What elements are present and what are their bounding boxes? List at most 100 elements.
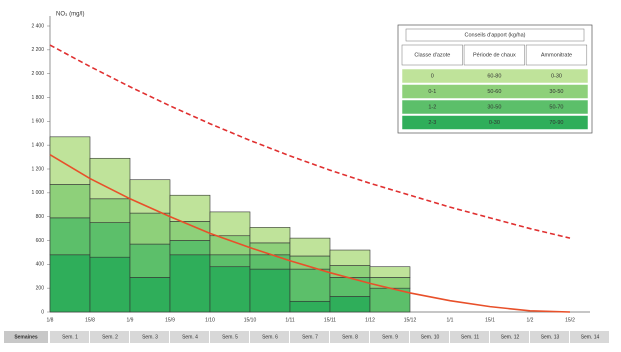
footer-cell [90,331,129,343]
bar-segment [369,277,411,289]
x-tick-label: 1/12 [365,317,375,323]
x-tick-label: 15/1 [485,317,495,323]
bar-segment [209,254,251,268]
table-cell: 0-30 [489,120,500,126]
footer-cell [250,331,289,343]
table-cell: 50-60 [487,89,501,95]
footer-cell [170,331,209,343]
bar-segment [249,268,291,313]
bar-segment [209,211,251,237]
bar-segment [289,268,331,302]
bar-segment [89,157,131,200]
table-header: Classe d'azote [414,52,450,58]
x-tick-label: 1/1 [447,317,454,323]
bar-segment [49,254,91,313]
table-header-cell [525,44,588,66]
bar-segment [289,300,331,313]
footer-cell-label: Sem. 6 [262,334,278,340]
bar-segment [89,222,131,258]
bar-segment [329,296,371,313]
footer-cell [290,331,329,343]
x-tick-label: 15/2 [565,317,575,323]
bar-segment [49,217,91,256]
table-cell: 70-90 [549,120,563,126]
table-cell: 0-30 [551,73,562,79]
y-tick-label: 400 [36,262,45,268]
bar-segment [89,256,131,313]
footer-cell-label: Sem. 14 [581,334,600,340]
bar-segment [129,277,171,313]
bar-segment [329,265,371,278]
footer-cell [370,331,409,343]
table-cell: 30-50 [549,89,563,95]
footer-cell-label: Sem. 5 [222,334,238,340]
footer-cell [530,331,569,343]
x-tick-label: 1/8 [47,317,54,323]
bar-segment [249,227,291,244]
x-tick-label: 1/11 [285,317,295,323]
table-row-bg [401,68,589,84]
table-header: Ammonitrate [541,52,572,58]
x-tick-label: 1/10 [205,317,215,323]
footer-cell-label: Sem. 11 [461,334,479,340]
table-row-bg [401,99,589,115]
x-tick-label: 15/11 [324,317,336,323]
bar-segment [169,254,211,313]
table-cell: 0 [431,73,434,79]
footer-cell [210,331,249,343]
table-header-cell [463,44,525,66]
table-header-cell [401,44,463,66]
footer-cell-label: Sem. 3 [142,334,158,340]
table: Conseils d'apport (kg/ha) Classe d'azote P… [397,24,593,134]
bar-segment [49,184,91,219]
y-tick-label: 1 000 [31,190,44,196]
footer-label: Semaines [14,334,38,340]
bar-segment [169,240,211,256]
bar-segment [249,254,291,270]
table-title: Conseils d'apport (kg/ha) [465,32,526,38]
footer-cell [450,331,489,343]
table-row-bg [401,84,589,99]
bar-segment [89,198,131,223]
footer-cell [130,331,169,343]
footer-cell-label: Sem. 7 [302,334,318,340]
y-axis-label: NO₃ (mg/l) [56,12,84,18]
footer-cell-label: Sem. 1 [62,334,78,340]
bar-segment [329,249,371,266]
footer-cell-label: Sem. 9 [382,334,398,340]
footer-cell-label: Sem. 12 [501,334,520,340]
footer-cell [410,331,449,343]
x-tick-label: 1/2 [527,317,534,323]
table-cell: 2-3 [428,120,436,126]
bar-segment [369,266,411,278]
bar-segment [49,136,91,185]
y-tick-label: 1 200 [31,166,44,172]
bar-segment [169,194,211,222]
bar-segment [209,266,251,313]
table-cell: 30-50 [487,104,501,110]
footer-cell-label: Sem. 13 [541,334,560,340]
table-title-box [405,28,585,42]
y-tick-label: 2 200 [31,47,44,53]
x-tick-label: 15/12 [404,317,417,323]
y-tick-label: 2 400 [31,23,44,29]
table-cell: 0-1 [428,89,436,95]
footer-cell-label: Sem. 10 [421,334,440,340]
y-tick-label: 1 800 [31,95,44,101]
footer-cell-label: Sem. 4 [182,334,198,340]
bar-segment [329,277,371,297]
footer-cell [570,331,609,343]
table-row-bg [401,115,589,130]
table-cell: 60-80 [487,73,501,79]
y-tick-label: 800 [36,214,45,220]
x-tick-label: 1/9 [127,317,134,323]
table-header: Période de chaux [473,52,516,58]
bar-segment [129,212,171,245]
x-tick-label: 15/9 [165,317,175,323]
footer-label-bg [4,331,48,343]
bar-segment [129,243,171,278]
y-tick-label: 1 400 [31,142,44,148]
table-cell: 1-2 [428,104,436,110]
y-tick-label: 1 600 [31,119,44,125]
